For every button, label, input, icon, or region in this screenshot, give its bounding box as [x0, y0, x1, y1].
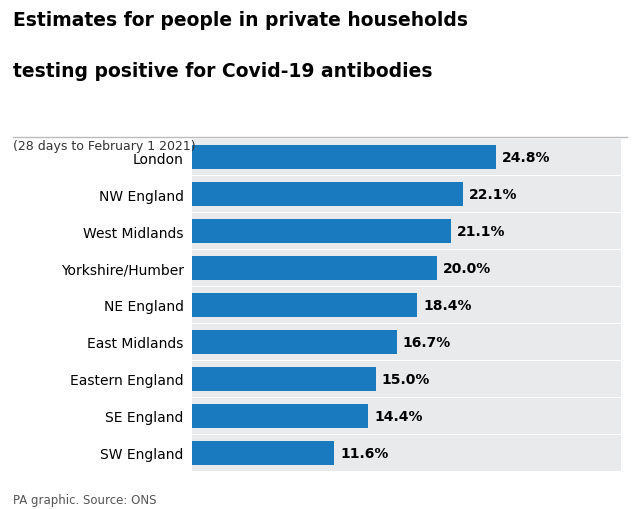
Text: 18.4%: 18.4% — [424, 298, 472, 313]
Bar — [192, 361, 621, 398]
Text: 14.4%: 14.4% — [374, 409, 423, 423]
Bar — [192, 324, 621, 360]
Bar — [192, 219, 451, 244]
Bar — [192, 287, 621, 324]
Text: 15.0%: 15.0% — [382, 372, 430, 386]
Bar — [192, 183, 463, 207]
Text: Estimates for people in private households: Estimates for people in private househol… — [13, 11, 468, 30]
Bar — [192, 177, 621, 213]
Bar — [192, 293, 417, 318]
Text: (28 days to February 1 2021): (28 days to February 1 2021) — [13, 140, 195, 153]
Bar — [192, 404, 369, 428]
Text: 24.8%: 24.8% — [502, 151, 550, 165]
Bar — [192, 146, 496, 169]
Text: 16.7%: 16.7% — [403, 335, 451, 349]
Bar — [192, 441, 334, 465]
Bar — [192, 435, 621, 471]
Bar — [192, 330, 397, 354]
Bar — [192, 250, 621, 287]
Text: 21.1%: 21.1% — [456, 224, 505, 239]
Text: 11.6%: 11.6% — [340, 446, 388, 460]
Bar — [192, 139, 621, 176]
Text: 22.1%: 22.1% — [469, 188, 517, 202]
Bar — [192, 213, 621, 250]
Text: 20.0%: 20.0% — [443, 262, 492, 275]
Bar — [192, 257, 437, 280]
Bar — [192, 367, 376, 391]
Bar — [192, 398, 621, 434]
Text: testing positive for Covid-19 antibodies: testing positive for Covid-19 antibodies — [13, 62, 432, 81]
Text: PA graphic. Source: ONS: PA graphic. Source: ONS — [13, 494, 156, 506]
